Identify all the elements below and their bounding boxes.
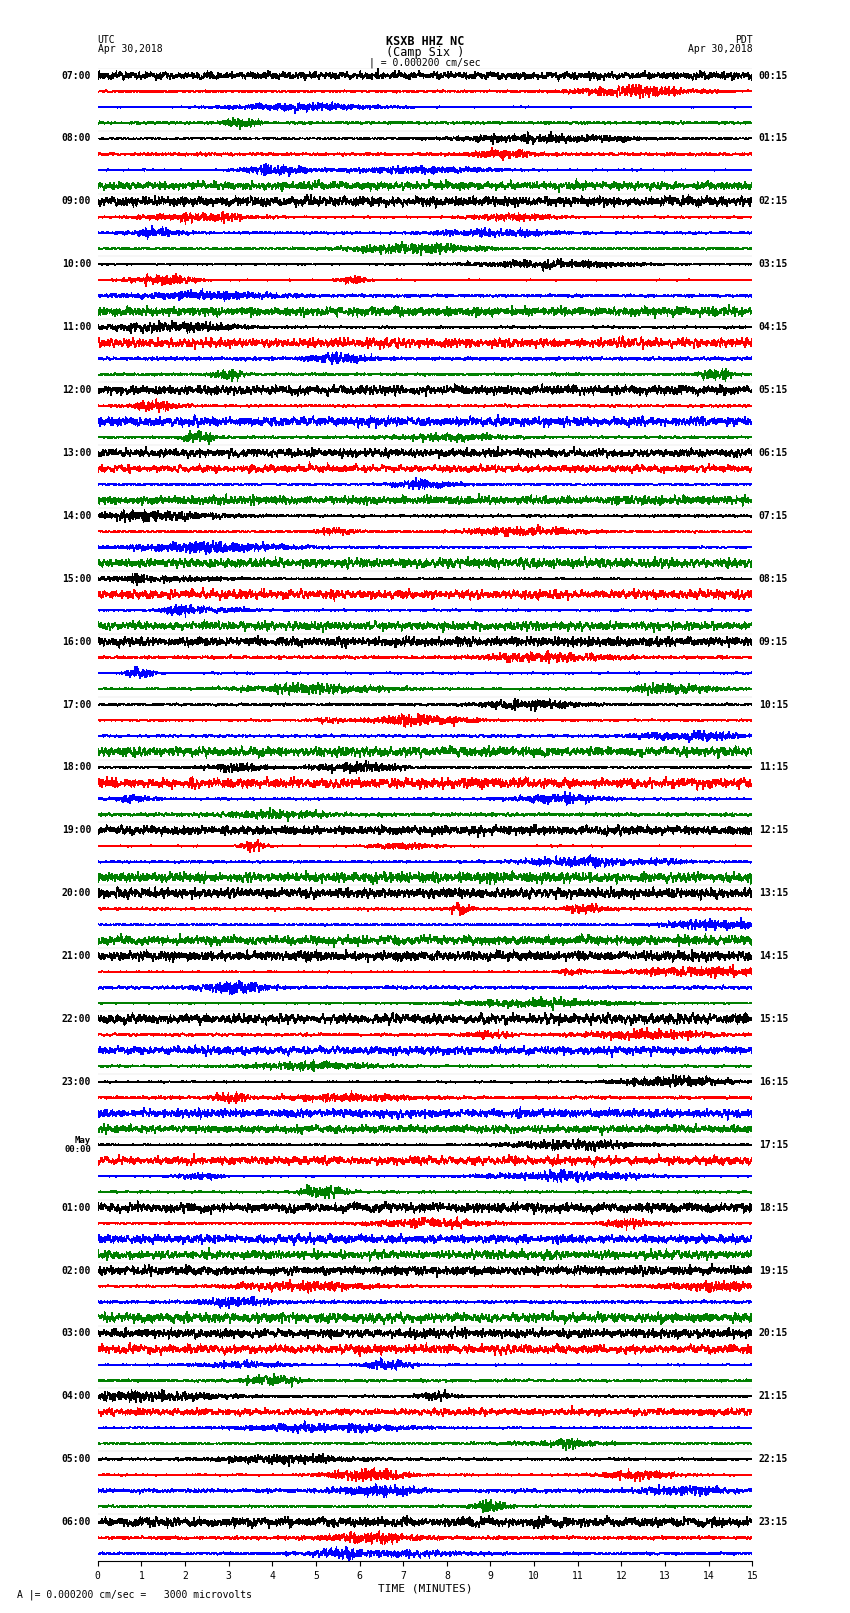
- Text: 17:00: 17:00: [62, 700, 91, 710]
- Text: 12:15: 12:15: [759, 826, 788, 836]
- Text: 21:00: 21:00: [62, 952, 91, 961]
- Text: 19:00: 19:00: [62, 826, 91, 836]
- Text: 05:15: 05:15: [759, 386, 788, 395]
- Text: 13:15: 13:15: [759, 889, 788, 898]
- Text: Apr 30,2018: Apr 30,2018: [98, 44, 162, 55]
- Text: 22:15: 22:15: [759, 1455, 788, 1465]
- Text: 17:15: 17:15: [759, 1140, 788, 1150]
- Text: 11:00: 11:00: [62, 323, 91, 332]
- Text: 15:00: 15:00: [62, 574, 91, 584]
- Text: 20:00: 20:00: [62, 889, 91, 898]
- Text: May: May: [75, 1136, 91, 1145]
- Text: 07:15: 07:15: [759, 511, 788, 521]
- Text: 00:00: 00:00: [65, 1145, 91, 1153]
- Text: 03:15: 03:15: [759, 260, 788, 269]
- Text: 10:00: 10:00: [62, 260, 91, 269]
- Text: 06:00: 06:00: [62, 1518, 91, 1528]
- Text: 22:00: 22:00: [62, 1015, 91, 1024]
- Text: 18:15: 18:15: [759, 1203, 788, 1213]
- Text: | = 0.000200 cm/sec: | = 0.000200 cm/sec: [369, 58, 481, 68]
- Text: 01:15: 01:15: [759, 134, 788, 144]
- Text: 13:00: 13:00: [62, 448, 91, 458]
- Text: 15:15: 15:15: [759, 1015, 788, 1024]
- Text: 18:00: 18:00: [62, 763, 91, 773]
- Text: 02:15: 02:15: [759, 197, 788, 206]
- Text: 07:00: 07:00: [62, 71, 91, 81]
- Text: 02:00: 02:00: [62, 1266, 91, 1276]
- Text: PDT: PDT: [734, 35, 752, 45]
- Text: 19:15: 19:15: [759, 1266, 788, 1276]
- Text: 23:15: 23:15: [759, 1518, 788, 1528]
- Text: 01:00: 01:00: [62, 1203, 91, 1213]
- Text: 21:15: 21:15: [759, 1392, 788, 1402]
- Text: 11:15: 11:15: [759, 763, 788, 773]
- Text: 09:00: 09:00: [62, 197, 91, 206]
- Text: 23:00: 23:00: [62, 1077, 91, 1087]
- Text: (Camp Six ): (Camp Six ): [386, 45, 464, 60]
- Text: UTC: UTC: [98, 35, 116, 45]
- Text: 10:15: 10:15: [759, 700, 788, 710]
- Text: KSXB HHZ NC: KSXB HHZ NC: [386, 35, 464, 48]
- Text: 16:00: 16:00: [62, 637, 91, 647]
- Text: 16:15: 16:15: [759, 1077, 788, 1087]
- Text: 12:00: 12:00: [62, 386, 91, 395]
- Text: 05:00: 05:00: [62, 1455, 91, 1465]
- Text: 08:15: 08:15: [759, 574, 788, 584]
- Text: Apr 30,2018: Apr 30,2018: [688, 44, 752, 55]
- Text: 08:00: 08:00: [62, 134, 91, 144]
- Text: 20:15: 20:15: [759, 1329, 788, 1339]
- Text: 14:00: 14:00: [62, 511, 91, 521]
- Text: 14:15: 14:15: [759, 952, 788, 961]
- Text: 06:15: 06:15: [759, 448, 788, 458]
- X-axis label: TIME (MINUTES): TIME (MINUTES): [377, 1584, 473, 1594]
- Text: 03:00: 03:00: [62, 1329, 91, 1339]
- Text: 09:15: 09:15: [759, 637, 788, 647]
- Text: 04:00: 04:00: [62, 1392, 91, 1402]
- Text: 00:15: 00:15: [759, 71, 788, 81]
- Text: A |= 0.000200 cm/sec =   3000 microvolts: A |= 0.000200 cm/sec = 3000 microvolts: [17, 1589, 252, 1600]
- Text: 04:15: 04:15: [759, 323, 788, 332]
